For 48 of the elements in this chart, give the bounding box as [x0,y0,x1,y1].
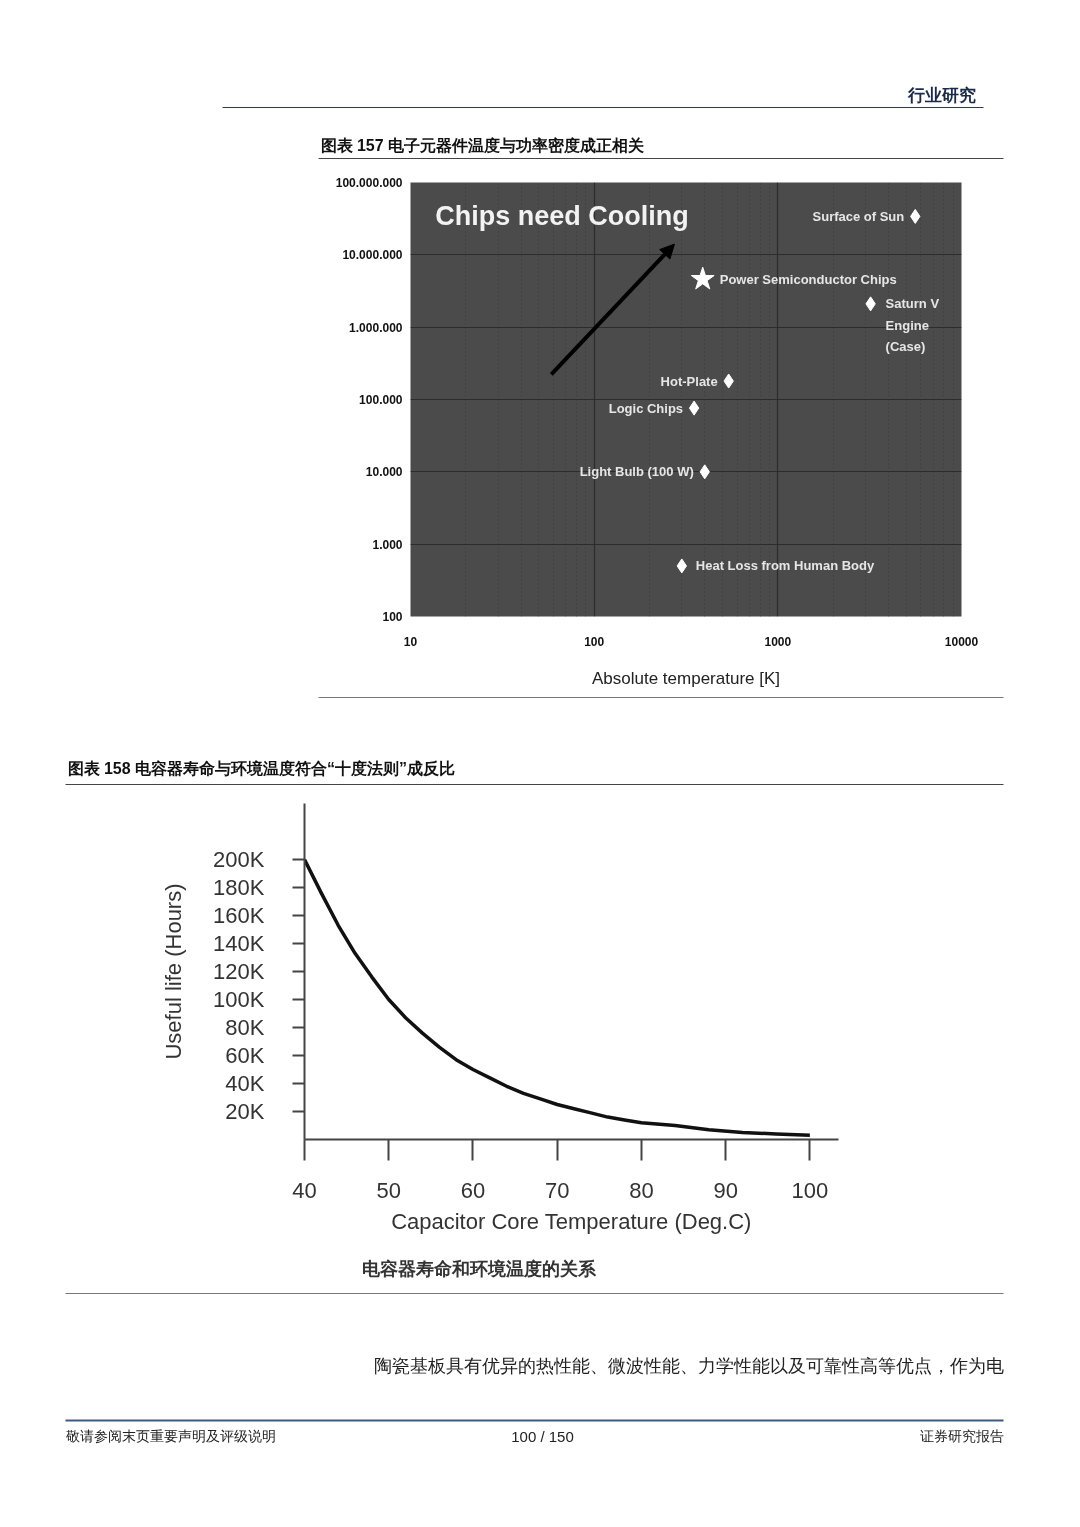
text: 敬请参阅末页重要声明及评级说明 [65,1429,276,1444]
y-axis-title: Useful life (Hours) [161,883,187,1060]
y-tick-label: 60K [225,1043,265,1068]
y-tick-label: 160K [213,903,265,928]
y-tick-label: 180K [213,875,265,900]
annotation: Chips need Cooling [435,200,689,231]
y-tick-label: 10.000.000 [342,248,403,263]
x-tick-label: 70 [544,1177,570,1203]
text: 证券研究报告 [919,1429,1004,1444]
chart-title: 图表 157 电子元器件温度与功率密度成正相关 [320,136,645,154]
text: 电容器寿命和环境温度的关系 [361,1258,597,1279]
y-tick-label: 80K [225,1015,265,1040]
series-label: Logic Chips [608,400,684,416]
series-label: Saturn V Engine (Case) [885,295,940,355]
y-tick-label: 200K [213,847,265,872]
series-label: Light Bulb (100 W) [579,464,694,480]
series-label: Power Semiconductor Chips [719,271,897,287]
y-tick-label: 1.000.000 [349,320,403,335]
y-tick-label: 140K [213,931,265,956]
text: 行业研究 [906,86,976,105]
x-tick-label: 60 [460,1177,486,1203]
x-tick-label: 1000 [764,634,792,649]
x-tick-label: 100 [584,634,605,649]
y-tick-label: 10.000 [365,465,403,480]
x-tick-label: 50 [376,1177,401,1203]
y-tick-label: 1.000 [372,537,403,552]
x-tick-label: 10 [403,634,418,649]
text: 陶瓷基板具有优异的热性能、微波性能、力学性能以及可靠性高等优点，作为电 [373,1355,1004,1376]
y-tick-label: 100.000 [359,393,403,407]
y-tick-label: 100K [213,987,265,1012]
series-label: Hot-Plate [660,373,718,389]
x-tick-label: 10000 [944,634,979,649]
chart-title: 图表 158 电容器寿命与环境温度符合“十度法则”成反比 [67,759,456,777]
y-tick-label: 20K [225,1099,265,1124]
x-axis-title: Capacitor Core Temperature (Deg.C) [391,1208,752,1234]
x-tick-label: 40 [292,1177,317,1203]
line-series [304,857,812,1138]
y-tick-label: 120K [213,959,265,984]
y-tick-label: 100.000.000 [335,176,403,190]
text: 100 / 150 [511,1428,574,1445]
series-label: Heat Loss from Human Body [695,558,875,574]
x-tick-label: 100 [791,1177,829,1203]
y-tick-label: 40K [225,1071,265,1096]
x-tick-label: 90 [713,1177,738,1203]
x-tick-label: 80 [629,1177,654,1203]
series-label: Surface of Sun [812,208,905,224]
y-tick-label: 100 [382,610,403,624]
x-axis-title: Absolute temperature [K] [591,668,781,688]
